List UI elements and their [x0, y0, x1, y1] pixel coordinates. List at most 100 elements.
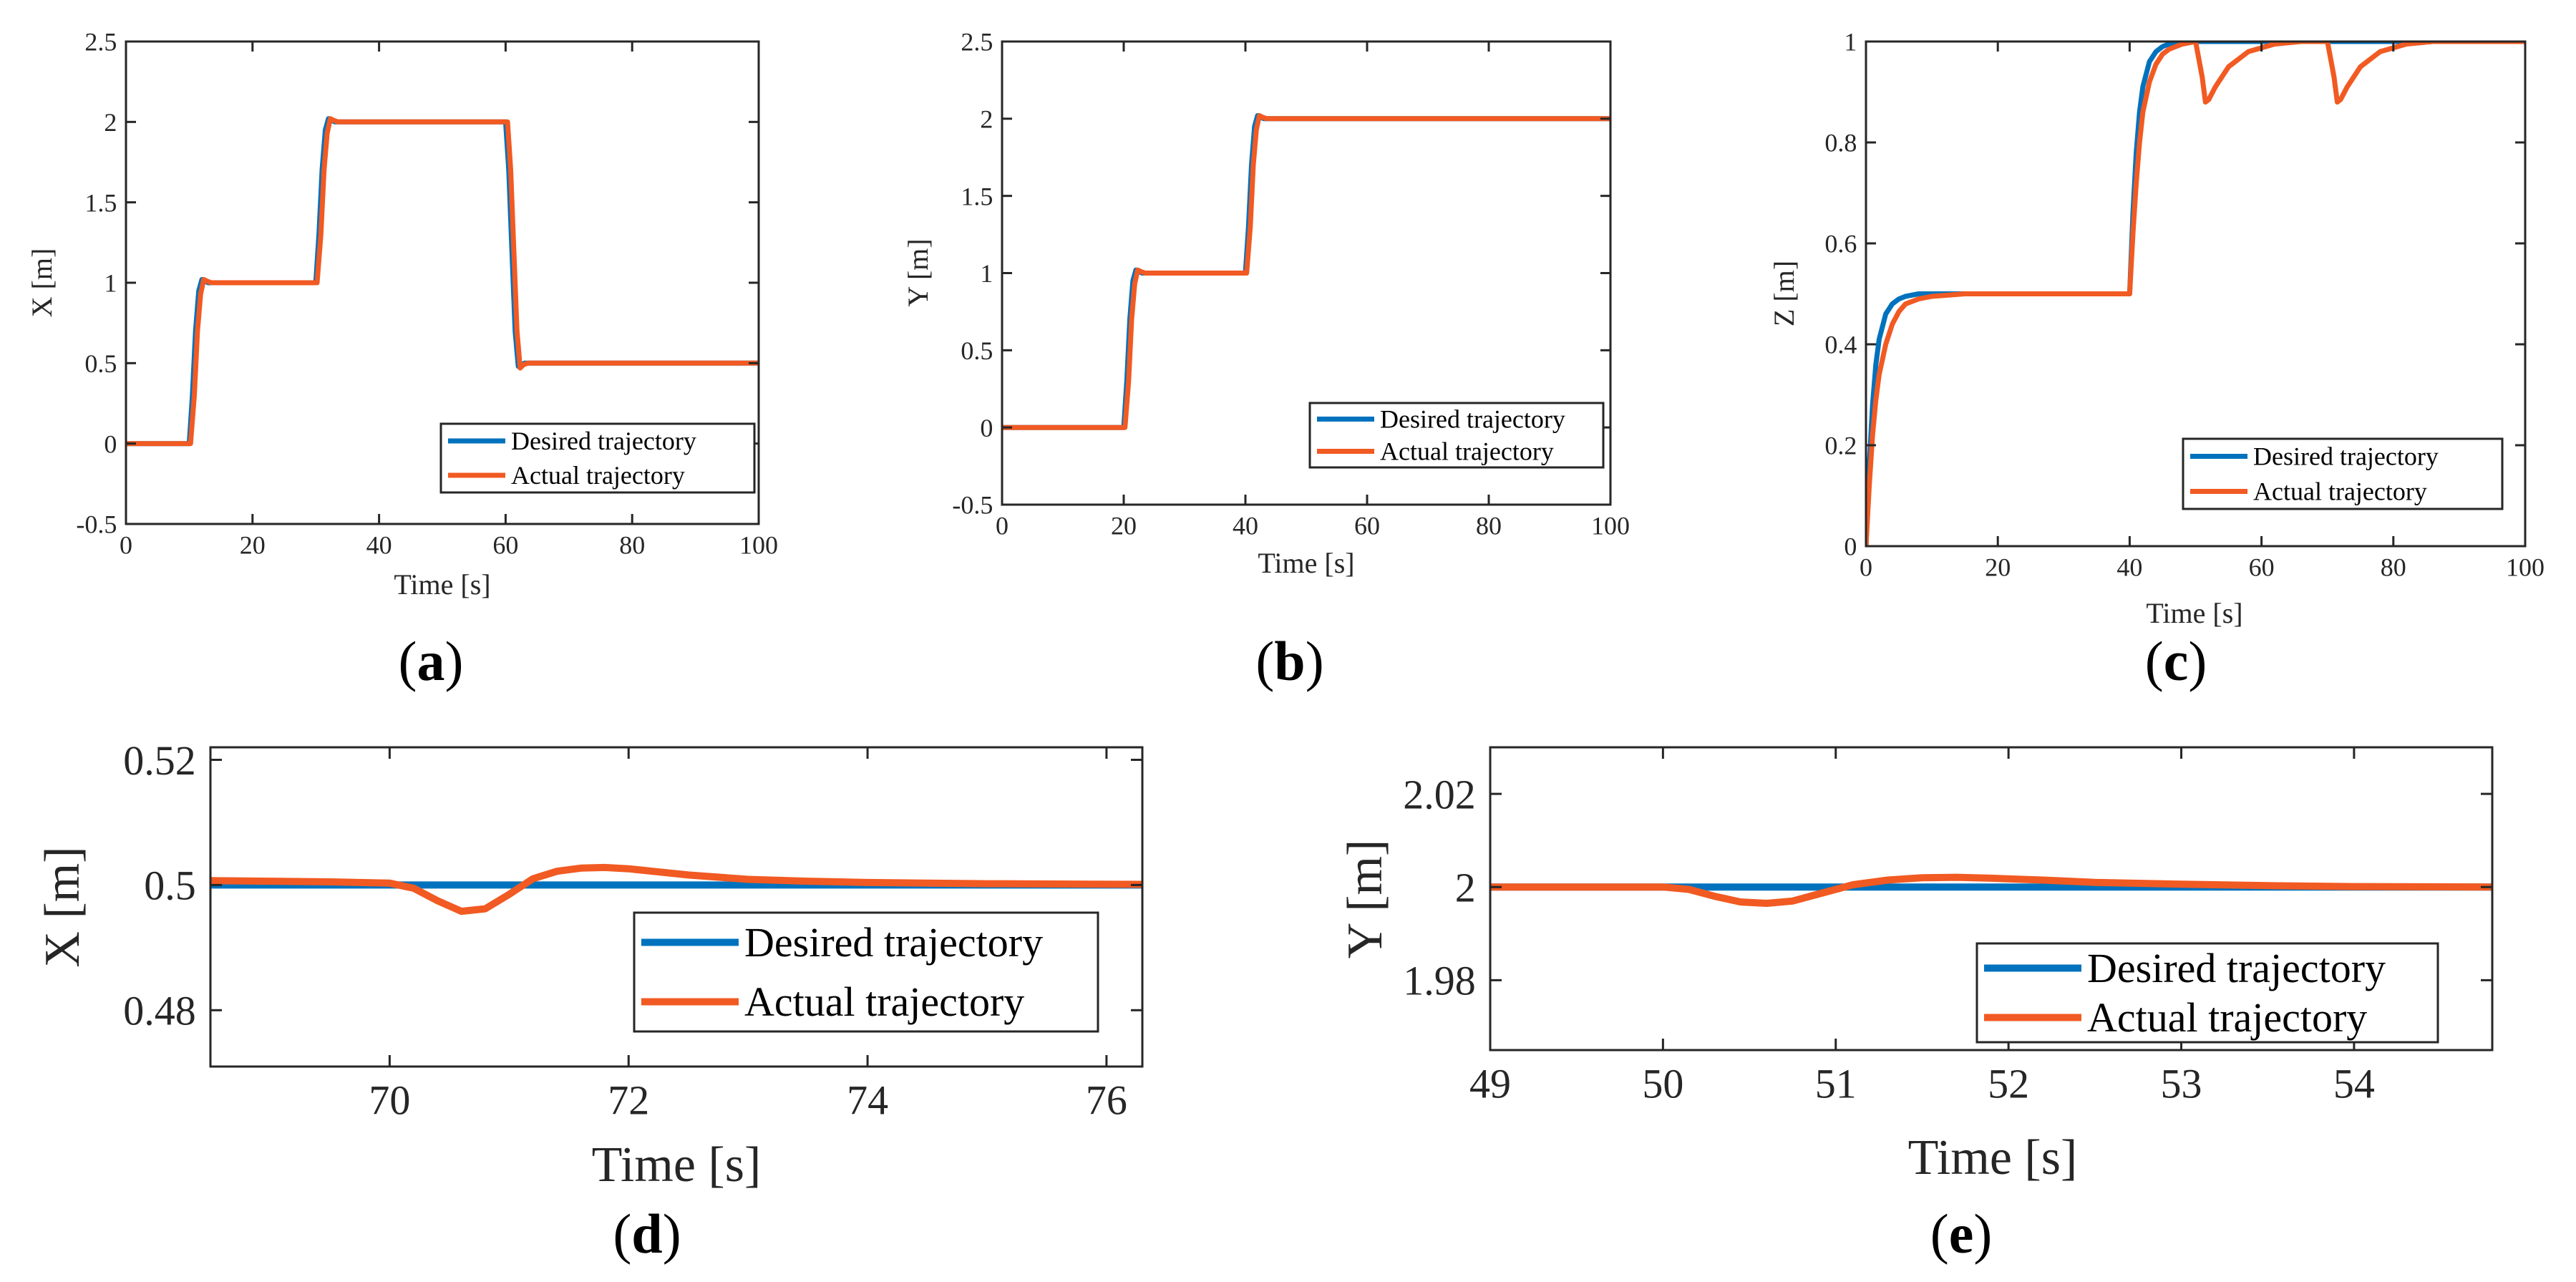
x-tick-label: 0: [120, 530, 132, 559]
y-tick-label: 0.48: [123, 988, 196, 1034]
x-tick-label: 76: [1086, 1077, 1127, 1124]
series-line-actual: [1490, 873, 2492, 907]
y-tick-label: 2.5: [84, 28, 117, 57]
legend-box: [633, 911, 1099, 1033]
legend: Desired trajectory Actual trajectory: [2182, 437, 2504, 510]
series-line-actual: [1002, 113, 1610, 430]
y-tick-label: 0.5: [144, 863, 196, 909]
x-axis-label: Time [s]: [592, 1137, 762, 1193]
chart-c: 0 20 40 60 80 100 0 0.2 0.4 0.6 0.8 1 Time [s] Z [m] D…: [1768, 28, 2545, 692]
legend-label-desired: Desired trajectory: [2087, 945, 2386, 991]
x-tick-label: 20: [1985, 553, 2011, 581]
y-tick-label: 0.4: [1824, 331, 1857, 359]
y-tick-label: 0: [1844, 533, 1857, 561]
series-line-actual: [1866, 42, 2525, 546]
y-axis-label: Y [m]: [1338, 840, 1393, 959]
y-tick-label: 0.52: [123, 737, 196, 784]
legend: Desired trajectory Actual trajectory: [633, 911, 1099, 1033]
y-tick-label: -0.5: [76, 510, 117, 539]
legend-label-actual: Actual trajectory: [2087, 994, 2367, 1041]
y-tick-label: 0.6: [1824, 230, 1857, 258]
x-tick-label: 40: [1233, 511, 1258, 540]
x-tick-label: 80: [619, 530, 645, 559]
x-tick-label: 20: [1111, 511, 1137, 540]
y-tick-label: 1: [980, 259, 993, 288]
x-tick-label: 50: [1642, 1061, 1683, 1107]
x-tick-label: 60: [1354, 511, 1380, 540]
legend-label-actual: Actual trajectory: [1380, 437, 1554, 466]
y-axis-label: Z [m]: [1768, 261, 1800, 326]
legend-label-actual: Actual trajectory: [2253, 477, 2427, 506]
x-tick-label: 52: [1988, 1061, 2029, 1107]
x-axis-label: Time [s]: [1258, 547, 1354, 579]
y-tick-label: 0: [980, 414, 993, 442]
x-tick-label: 100: [1591, 511, 1630, 540]
x-tick-label: 20: [240, 530, 266, 559]
legend-box: [1308, 402, 1605, 469]
x-tick-label: 54: [2333, 1061, 2375, 1107]
axes-frame: [1489, 746, 2494, 1052]
chart-e: 49 50 51 52 53 54 1.98 2 2.02 Time [s] Y [m] Desire…: [1338, 746, 2494, 1265]
panel-caption: (c): [2145, 630, 2207, 692]
panel-caption: (d): [613, 1203, 681, 1265]
legend-label-desired: Desired trajectory: [511, 427, 696, 455]
x-tick-label: 100: [739, 530, 778, 559]
x-tick-label: 0: [1860, 553, 1872, 581]
y-tick-label: 2: [980, 105, 993, 133]
y-tick-label: 1: [1844, 28, 1857, 57]
y-tick-label: 0: [104, 429, 117, 458]
y-tick-label: 1.5: [961, 182, 993, 210]
x-axis-label: Time [s]: [1908, 1130, 2078, 1185]
x-tick-label: 100: [2506, 553, 2545, 581]
y-tick-label: 2: [1455, 865, 1476, 911]
panel-caption: (a): [399, 630, 464, 692]
y-tick-label: 1: [104, 269, 117, 298]
x-tick-label: 60: [492, 530, 518, 559]
y-tick-label: 0.2: [1824, 432, 1857, 460]
y-tick-label: 2: [104, 108, 117, 137]
y-axis-label: X [m]: [26, 248, 58, 318]
y-tick-label: 2.02: [1403, 771, 1476, 817]
y-axis-label: X [m]: [35, 846, 90, 967]
y-axis-label: Y [m]: [902, 238, 934, 306]
x-tick-label: 49: [1469, 1061, 1511, 1107]
x-tick-label: 70: [369, 1077, 410, 1124]
x-tick-label: 51: [1815, 1061, 1857, 1107]
x-tick-label: 40: [2116, 553, 2142, 581]
legend: Desired trajectory Actual trajectory: [1308, 402, 1605, 469]
x-axis-label: Time [s]: [394, 568, 490, 601]
x-tick-label: 40: [366, 530, 392, 559]
legend-label-actual: Actual trajectory: [744, 979, 1024, 1025]
legend-label-desired: Desired trajectory: [744, 919, 1043, 966]
x-tick-label: 60: [2249, 553, 2275, 581]
axes-frame: [1865, 40, 2527, 548]
legend-label-desired: Desired trajectory: [1380, 405, 1565, 434]
series-line-actual: [210, 863, 1142, 916]
x-axis-label: Time [s]: [2146, 597, 2242, 629]
y-tick-label: -0.5: [952, 491, 993, 520]
legend-box: [439, 422, 756, 494]
panel-caption: (e): [1930, 1203, 1993, 1265]
legend: Desired trajectory Actual trajectory: [439, 422, 756, 494]
legend-box: [1975, 942, 2439, 1044]
x-tick-label: 53: [2161, 1061, 2202, 1107]
legend-label-actual: Actual trajectory: [511, 461, 685, 490]
series-line-actual: [126, 116, 759, 447]
chart-d: 70 72 74 76 0.48 0.5 0.52 Time [s] X [m] Desired …: [35, 737, 1144, 1265]
legend-label-desired: Desired trajectory: [2253, 442, 2439, 471]
x-tick-label: 80: [2381, 553, 2406, 581]
legend-box: [2182, 437, 2504, 510]
panel-caption: (b): [1255, 630, 1323, 692]
x-tick-label: 74: [847, 1077, 888, 1124]
y-tick-label: 2.5: [961, 28, 993, 57]
y-tick-label: 0.5: [961, 336, 993, 365]
axes-frame: [209, 746, 1144, 1068]
y-tick-label: 1.98: [1403, 958, 1476, 1004]
y-tick-label: 0.8: [1824, 129, 1857, 157]
x-tick-label: 0: [996, 511, 1008, 540]
y-tick-label: 1.5: [84, 188, 117, 217]
